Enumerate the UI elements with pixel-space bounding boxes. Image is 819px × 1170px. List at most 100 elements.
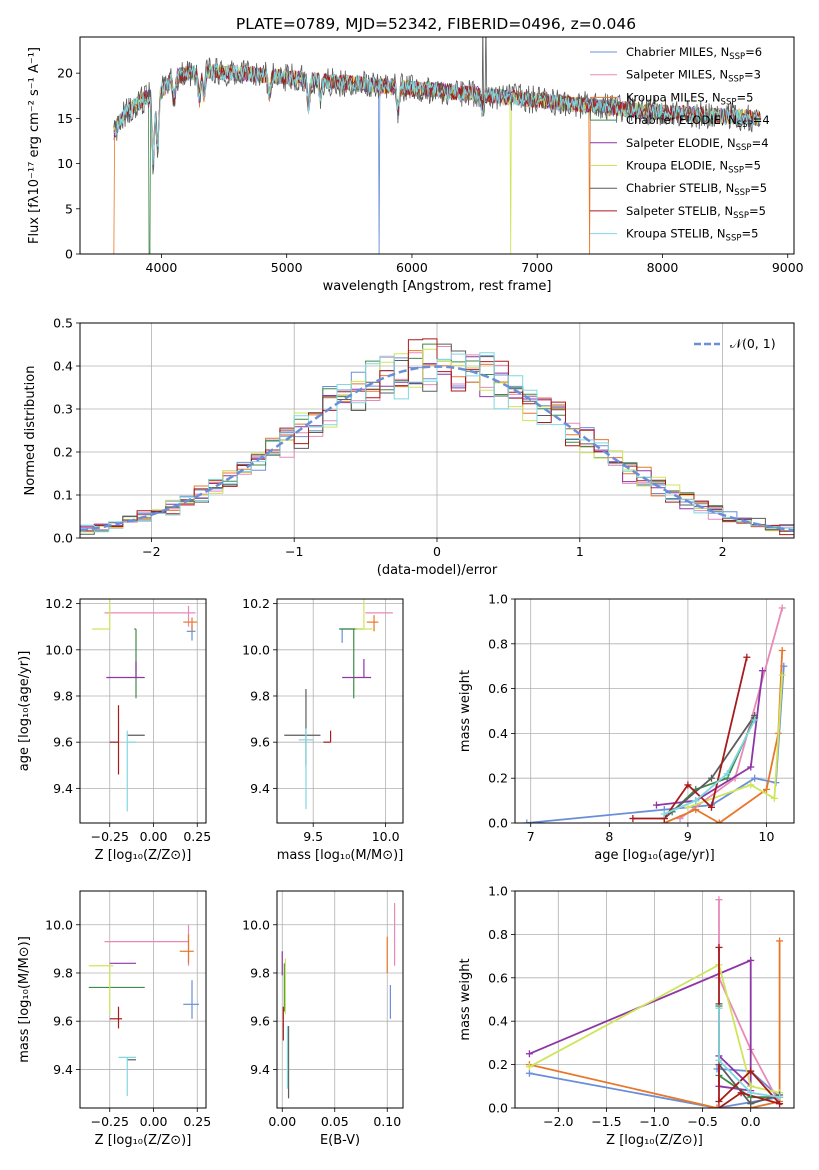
- figure-title: PLATE=0789, MJD=52342, FIBERID=0496, z=0…: [236, 15, 636, 33]
- y-tick-label: 0.0: [53, 531, 73, 546]
- legend-label-tail: =5: [736, 90, 753, 104]
- errorbar-kroupa-elodie: [92, 599, 111, 630]
- weight-line-kroupa-stelib: [663, 719, 756, 815]
- y-tick-label: 0.3: [53, 402, 73, 417]
- y-axis-label: mass weight: [458, 670, 473, 752]
- legend-label: Kroupa ELODIE, NSSP=5: [626, 159, 761, 176]
- axes-frame: [276, 890, 404, 1109]
- legend-label-main: Chabrier ELODIE, N: [626, 113, 737, 127]
- y-tick-label: 20: [57, 66, 73, 81]
- x-tick-label: 1: [576, 544, 584, 559]
- x-tick-label: −1: [285, 544, 303, 559]
- x-tick-label: 0: [433, 544, 441, 559]
- y-tick-label: 0.4: [488, 1014, 508, 1029]
- age-vs-mass-panel: 9.5 10.0 9.4 9.6 9.8 10.0 10.2 mass [log₁₀(M/M⊙…: [242, 596, 404, 863]
- y-tick-label: 0.2: [488, 1057, 508, 1072]
- spectrum-legend: Chabrier MILES, NSSP=6 Salpeter MILES, NS…: [590, 45, 770, 244]
- weight-line-salpeter-stelib: [718, 947, 783, 1108]
- y-tick-label: 10.0: [45, 917, 73, 932]
- errorbar-kroupa-miles: [366, 615, 379, 632]
- errorbar-salpeter-stelib: [109, 705, 120, 775]
- x-tick-label: −0.25: [91, 829, 129, 844]
- axes-frame: [79, 598, 207, 824]
- legend-label: Salpeter STELIB, NSSP=5: [626, 204, 766, 221]
- x-tick-label: 8: [605, 829, 613, 844]
- plot-area: [88, 924, 199, 1096]
- y-tick-label: 0.4: [488, 726, 508, 741]
- plot-area: [284, 599, 393, 810]
- legend-label-tail: =5: [741, 227, 758, 241]
- legend-label: Chabrier MILES, NSSP=6: [626, 45, 762, 62]
- x-tick-label: 9.5: [303, 829, 323, 844]
- y-tick-label: 9.4: [53, 1062, 73, 1077]
- y-tick-label: 0.8: [488, 636, 508, 651]
- weight-line-kroupa-miles: [529, 940, 781, 1108]
- legend-label-sub: SSP: [726, 234, 742, 244]
- x-tick-label: −0.25: [91, 1114, 129, 1129]
- legend-label-main: Chabrier MILES, N: [626, 45, 729, 59]
- plot-area: [525, 896, 784, 1108]
- y-tick-label: 0.0: [488, 816, 508, 831]
- x-tick-label: 7: [527, 829, 535, 844]
- plot-area: [113, 37, 761, 254]
- legend-label-tail: =5: [750, 181, 767, 195]
- errorbar-kroupa-stelib: [126, 730, 136, 812]
- y-tick-label: 9.4: [250, 1062, 270, 1077]
- normal-curve: [80, 365, 794, 532]
- mass-weight-vs-age-panel: 7 8 9 10 0.0 0.2 0.4 0.6 0.8 1.0 age [log₁₀(age/yr…: [458, 592, 795, 863]
- mass-vs-ebv-panel: 0.00 0.05 0.10 9.4 9.6 9.8 10.0 E(B-V): [242, 890, 404, 1148]
- axes-frame: [79, 890, 207, 1109]
- x-axis-label: age [log₁₀(age/yr)]: [594, 848, 715, 863]
- axes-frame: [276, 598, 404, 824]
- errorbar-kroupa-miles: [183, 617, 198, 632]
- legend-label-tail: =5: [744, 159, 761, 173]
- x-tick-label: −1.5: [591, 1114, 621, 1129]
- legend-label-tail: =3: [744, 68, 761, 82]
- y-tick-label: 9.8: [250, 688, 270, 703]
- errorbar-salpeter-elodie: [342, 659, 372, 679]
- axes-frame: [514, 598, 795, 824]
- y-tick-label: 9.8: [53, 688, 73, 703]
- residual-histogram-panel: −2 −1 0 1 2 0.0 0.1 0.2 0.3 0.4 0.5 (data-model)/er…: [23, 316, 795, 578]
- legend-label: Salpeter MILES, NSSP=3: [626, 68, 761, 85]
- legend-label-tail: =5: [749, 204, 766, 218]
- plot-area: [92, 599, 198, 812]
- weight-line-salpeter-elodie: [529, 959, 752, 1092]
- x-axis-label: mass [log₁₀(M/M⊙)]: [277, 848, 404, 863]
- x-tick-label: −2: [142, 544, 160, 559]
- x-axis-label: Z [log₁₀(Z/Z⊙)]: [606, 1133, 703, 1148]
- mass-weight-vs-metallicity-panel: −2.0 −1.5 −1.0 −0.5 0.0 0.0 0.2 0.4 0.6 0.8 1.0 Z […: [458, 884, 795, 1148]
- x-tick-label: 5000: [271, 260, 303, 275]
- y-tick-label: 10.0: [242, 917, 270, 932]
- y-tick-label: 0.4: [53, 359, 73, 374]
- legend-label-sub: SSP: [737, 120, 753, 130]
- x-tick-label: 0.25: [183, 829, 211, 844]
- weight-line-kroupa-elodie: [687, 675, 784, 809]
- legend-label-main: Chabrier STELIB, N: [626, 181, 734, 195]
- y-tick-label: 0: [65, 247, 73, 262]
- y-tick-label: 1.0: [488, 592, 508, 607]
- y-tick-label: 0.6: [488, 681, 508, 696]
- y-axis-label: Normed distribution: [23, 366, 38, 496]
- legend-label-sub: SSP: [728, 75, 744, 85]
- y-tick-label: 10: [57, 156, 73, 171]
- legend-label-sub: SSP: [721, 97, 737, 107]
- x-tick-label: 0.00: [268, 1114, 296, 1129]
- x-tick-label: 0.10: [373, 1114, 401, 1129]
- legend-label-sub: SSP: [733, 211, 749, 221]
- x-tick-label: 4000: [146, 260, 178, 275]
- legend-label: Chabrier STELIB, NSSP=5: [626, 181, 767, 198]
- mass-vs-metallicity-panel: −0.25 0.00 0.25 9.4 9.6 9.8 10.0 Z [log₁₀(Z/Z⊙)…: [17, 890, 211, 1148]
- y-tick-label: 9.4: [53, 781, 73, 796]
- histogram-steps-kroupa-stelib: [80, 352, 794, 533]
- plot-area: [80, 338, 794, 536]
- errorbar-chabrier-miles: [183, 980, 199, 1019]
- legend-label: 𝒩(0, 1): [730, 336, 776, 351]
- spectrum-line-kroupa-stelib: [113, 63, 761, 165]
- legend-label-sub: SSP: [729, 52, 745, 62]
- errorbar-kroupa-miles: [179, 934, 194, 964]
- y-tick-label: 5: [65, 201, 73, 216]
- x-tick-label: 6000: [396, 260, 428, 275]
